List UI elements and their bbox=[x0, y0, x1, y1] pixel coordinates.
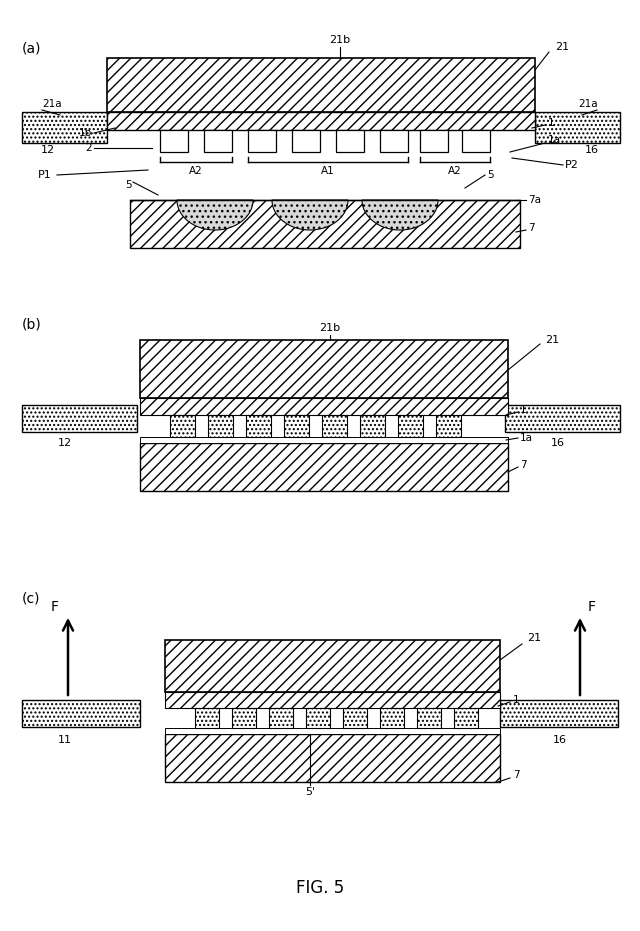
Text: 1: 1 bbox=[548, 118, 555, 128]
Bar bbox=[462, 130, 490, 152]
Bar bbox=[360, 415, 385, 437]
Text: 5: 5 bbox=[486, 170, 493, 180]
Text: 11: 11 bbox=[58, 735, 72, 745]
Bar bbox=[343, 708, 367, 728]
Text: FIG. 5: FIG. 5 bbox=[296, 879, 344, 897]
Bar bbox=[165, 692, 500, 708]
Bar bbox=[165, 734, 500, 782]
Text: A1: A1 bbox=[321, 166, 335, 176]
Text: 7: 7 bbox=[513, 770, 520, 780]
Text: A2: A2 bbox=[448, 166, 462, 176]
Bar bbox=[336, 130, 364, 152]
Text: (a): (a) bbox=[22, 42, 42, 56]
Text: 1: 1 bbox=[513, 695, 520, 705]
Bar bbox=[436, 415, 461, 437]
Bar bbox=[232, 708, 256, 728]
Polygon shape bbox=[177, 200, 253, 230]
Text: F: F bbox=[51, 600, 59, 614]
Text: 16: 16 bbox=[585, 145, 599, 155]
Text: 5: 5 bbox=[125, 180, 131, 190]
Text: 1a: 1a bbox=[520, 433, 533, 443]
Polygon shape bbox=[362, 200, 438, 230]
Text: 21: 21 bbox=[545, 335, 559, 345]
Text: (b): (b) bbox=[22, 318, 42, 332]
Polygon shape bbox=[272, 200, 348, 230]
Text: 16: 16 bbox=[553, 735, 567, 745]
Bar bbox=[22, 405, 137, 432]
Bar bbox=[140, 437, 508, 443]
Bar bbox=[107, 58, 535, 112]
Bar bbox=[165, 728, 500, 734]
Text: P2: P2 bbox=[565, 160, 579, 170]
Bar bbox=[246, 415, 271, 437]
Bar bbox=[500, 700, 618, 727]
Text: 2: 2 bbox=[85, 143, 92, 153]
Text: 12: 12 bbox=[41, 145, 55, 155]
Text: 7: 7 bbox=[528, 223, 534, 233]
Bar bbox=[380, 708, 404, 728]
Text: 7a: 7a bbox=[528, 195, 541, 205]
Bar bbox=[208, 415, 233, 437]
Bar bbox=[140, 398, 508, 415]
Bar bbox=[140, 443, 508, 491]
Text: 7: 7 bbox=[520, 460, 527, 470]
Bar bbox=[322, 415, 347, 437]
Bar bbox=[204, 130, 232, 152]
Text: 21a: 21a bbox=[42, 99, 61, 109]
Text: 1a: 1a bbox=[548, 135, 561, 145]
Bar bbox=[505, 405, 620, 432]
Bar bbox=[170, 415, 195, 437]
Text: 21: 21 bbox=[527, 633, 541, 643]
Text: 1b: 1b bbox=[79, 128, 92, 138]
Text: 1: 1 bbox=[520, 405, 527, 415]
Bar bbox=[140, 340, 508, 398]
Text: F: F bbox=[588, 600, 596, 614]
Bar bbox=[535, 112, 620, 143]
Bar bbox=[284, 415, 309, 437]
Bar bbox=[306, 708, 330, 728]
Text: 12: 12 bbox=[58, 438, 72, 448]
Text: 21a: 21a bbox=[579, 99, 598, 109]
Text: A2: A2 bbox=[189, 166, 203, 176]
Bar bbox=[195, 708, 219, 728]
Text: 16: 16 bbox=[551, 438, 565, 448]
Bar bbox=[420, 130, 448, 152]
Text: (c): (c) bbox=[22, 592, 40, 606]
Bar bbox=[165, 640, 500, 692]
Text: 21b: 21b bbox=[319, 323, 340, 333]
Bar bbox=[454, 708, 478, 728]
Bar bbox=[417, 708, 441, 728]
Bar bbox=[248, 130, 276, 152]
Text: 5': 5' bbox=[305, 787, 315, 797]
Bar bbox=[398, 415, 423, 437]
Text: 21b: 21b bbox=[330, 35, 351, 45]
Bar bbox=[160, 130, 188, 152]
Bar bbox=[130, 200, 520, 248]
Bar bbox=[292, 130, 320, 152]
Bar bbox=[22, 700, 140, 727]
Bar bbox=[22, 112, 107, 143]
Bar bbox=[269, 708, 293, 728]
Bar bbox=[380, 130, 408, 152]
Text: P1: P1 bbox=[38, 170, 52, 180]
Bar bbox=[107, 112, 535, 130]
Text: 21: 21 bbox=[555, 42, 569, 52]
